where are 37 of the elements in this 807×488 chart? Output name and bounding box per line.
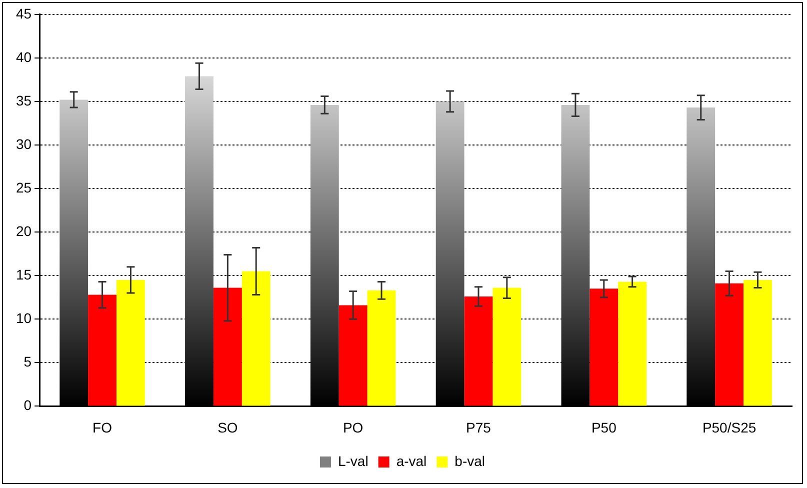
- bar: [561, 104, 590, 406]
- y-tick-label: 0: [24, 397, 32, 414]
- y-tick-label: 15: [16, 266, 32, 282]
- bar: [436, 101, 464, 406]
- x-tick-label: P50: [591, 419, 617, 436]
- x-tick-label: PO: [342, 419, 364, 436]
- x-tick-label: P50/S25: [702, 419, 756, 436]
- bar: [618, 282, 647, 406]
- bar: [744, 280, 772, 406]
- bar: [213, 288, 242, 406]
- bar: [464, 296, 493, 406]
- bar: [116, 280, 145, 406]
- y-tick-label: 35: [16, 92, 32, 108]
- bar: [686, 108, 716, 406]
- legend-label: b-val: [454, 452, 486, 469]
- x-tick-label: FO: [92, 419, 112, 436]
- y-tick-label: 5: [24, 354, 32, 370]
- bar: [242, 271, 270, 406]
- x-tick-label: SO: [218, 419, 238, 436]
- legend-label: a-val: [396, 452, 427, 469]
- bar: [715, 283, 744, 406]
- y-tick-label: 30: [16, 136, 32, 152]
- bar: [185, 76, 214, 406]
- bar: [590, 288, 618, 406]
- x-tick-label: P75: [466, 419, 492, 436]
- bar: [367, 290, 396, 406]
- y-tick-label: 45: [16, 5, 32, 22]
- y-tick-label: 10: [16, 310, 32, 326]
- legend-label: L-val: [338, 452, 368, 469]
- y-tick-label: 40: [16, 48, 32, 65]
- bar: [338, 305, 368, 406]
- bar: [492, 288, 522, 406]
- bar: [310, 104, 339, 406]
- bar: [60, 100, 88, 406]
- y-tick-label: 25: [16, 179, 32, 196]
- y-tick-label: 20: [16, 222, 32, 239]
- bar: [88, 294, 116, 406]
